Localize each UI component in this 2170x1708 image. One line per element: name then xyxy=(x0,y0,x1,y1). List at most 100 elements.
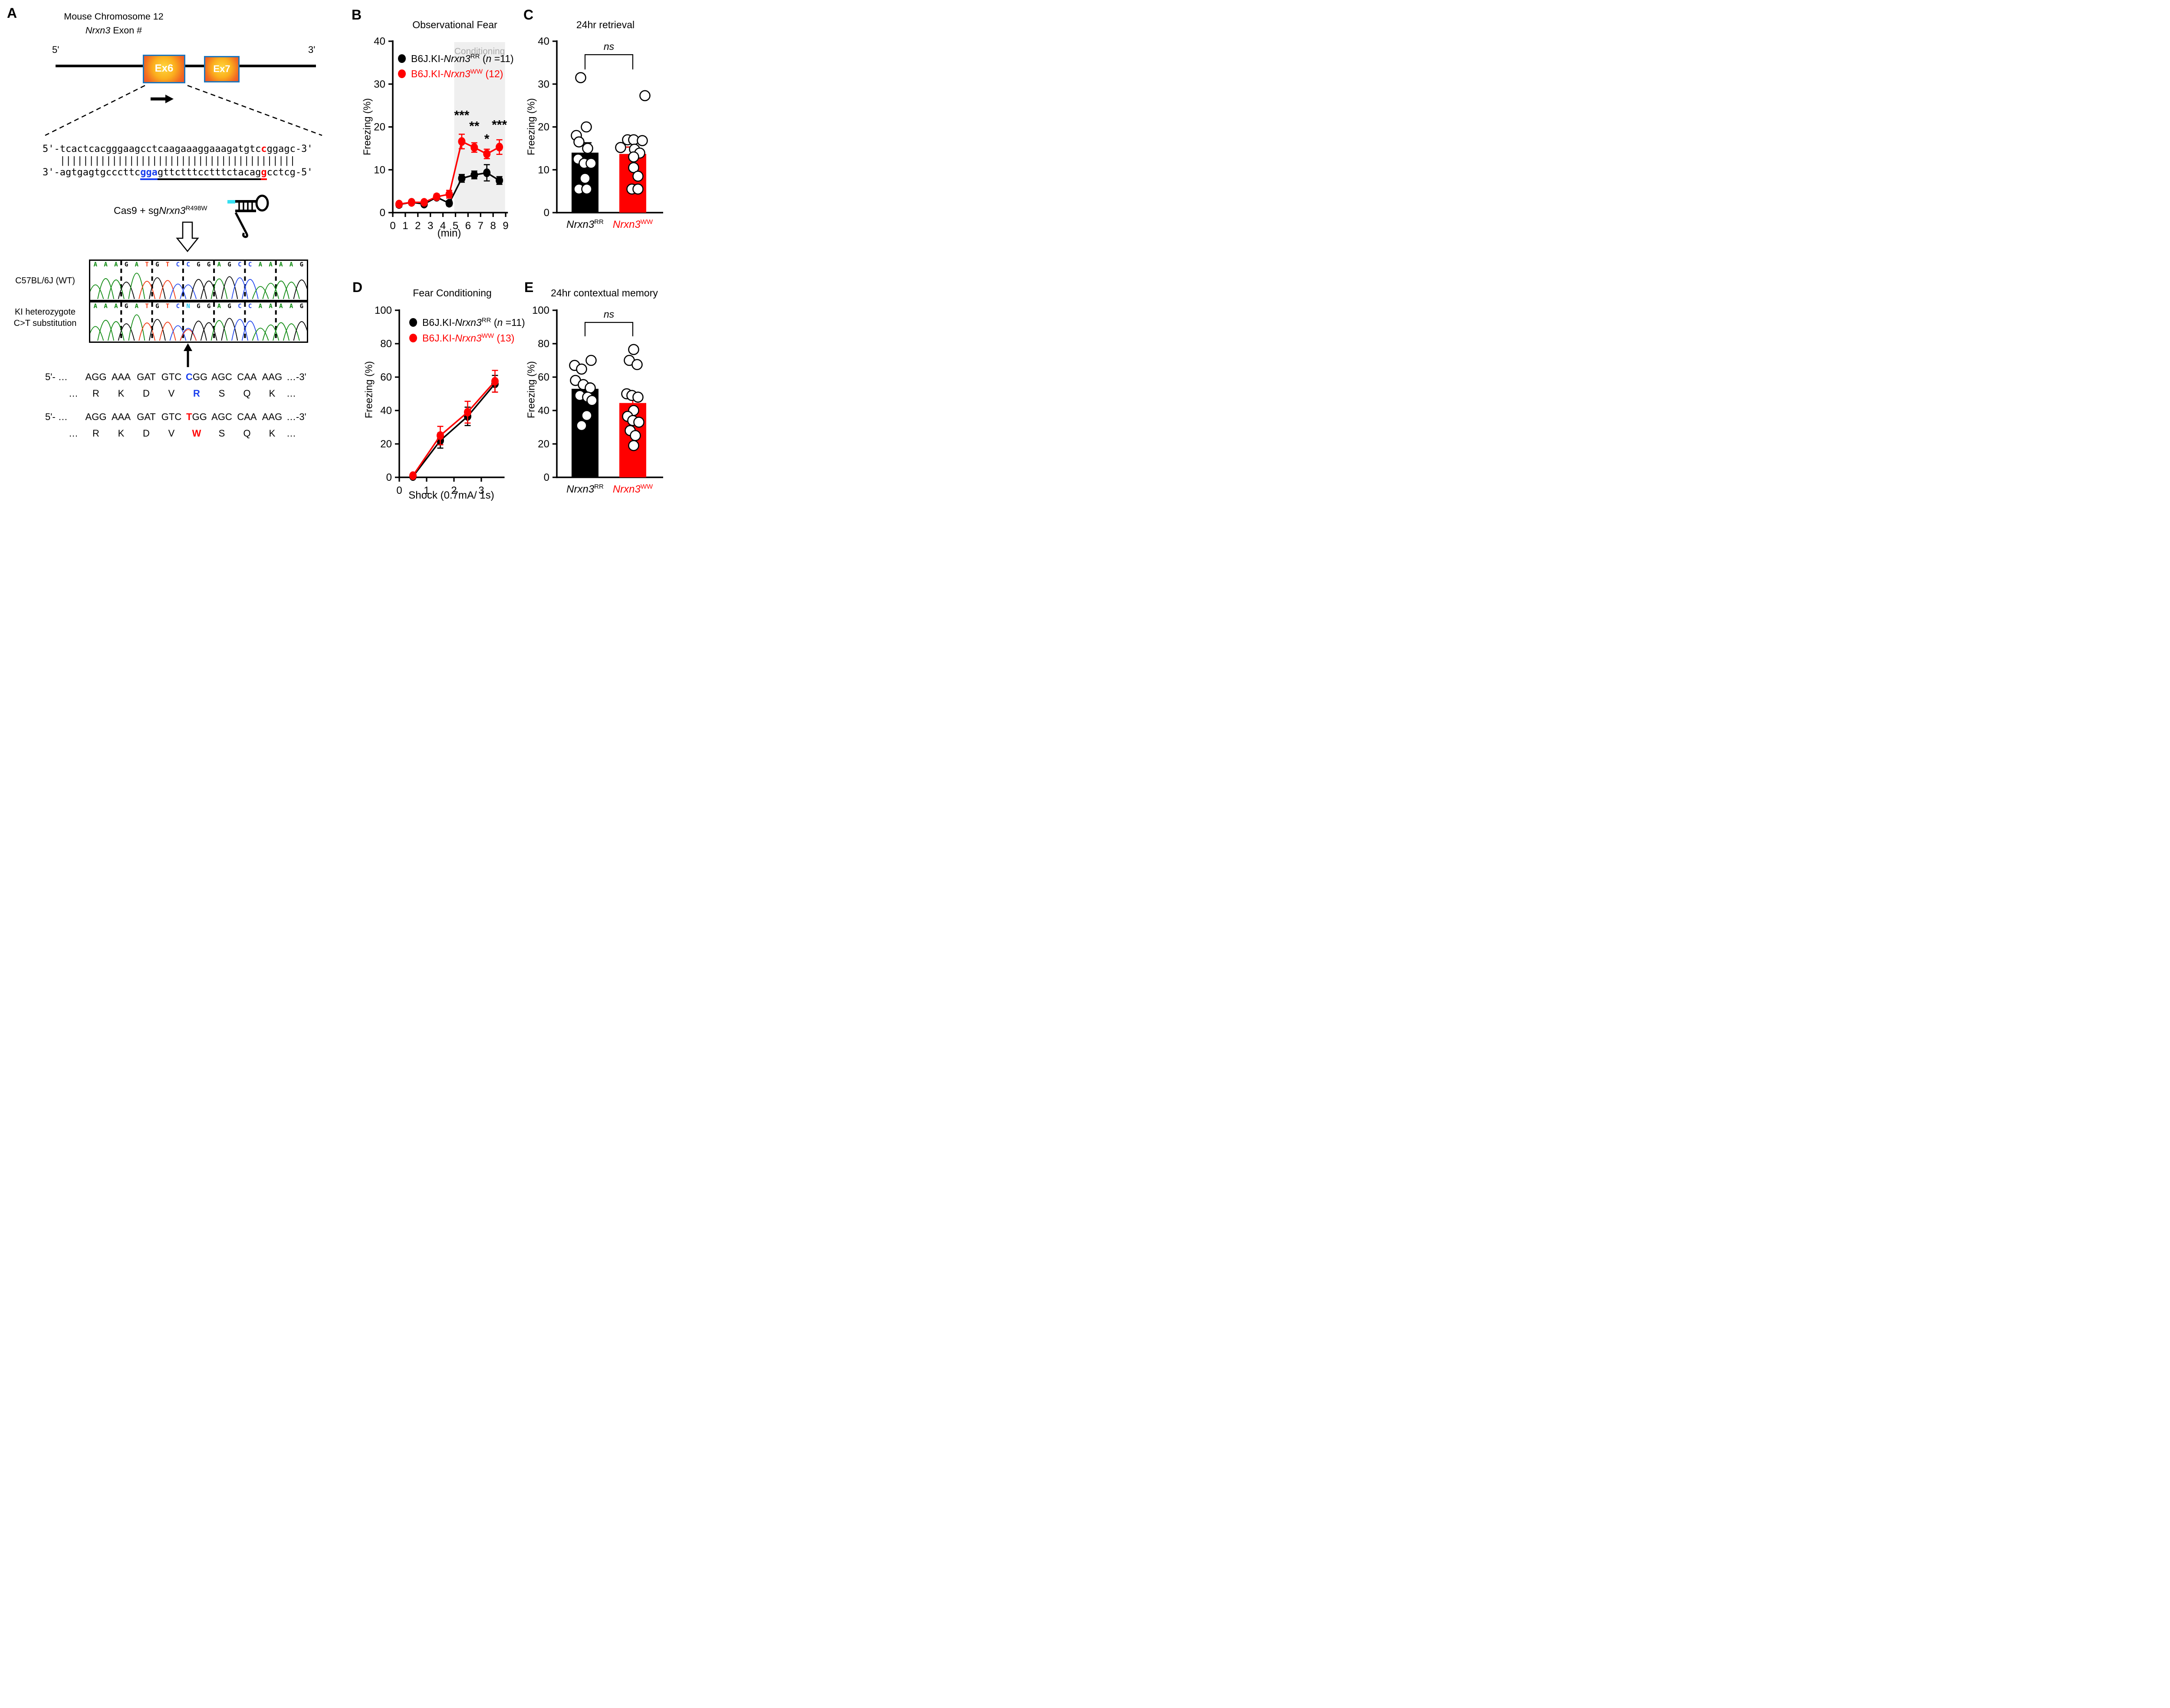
base-G: G xyxy=(299,261,304,268)
title-rest: Exon # xyxy=(110,25,142,36)
base-C: C xyxy=(186,261,190,268)
zoom-dash-left xyxy=(45,85,145,136)
residue-suffix: … xyxy=(286,428,296,439)
panel-b-xlabel: (min) xyxy=(437,227,461,239)
svg-text:100: 100 xyxy=(532,305,549,316)
residue: R xyxy=(92,428,99,439)
svg-text:2: 2 xyxy=(451,485,457,496)
base-A: A xyxy=(93,261,98,268)
wt-label: C57BL/6J (WT) xyxy=(15,276,75,286)
codon: CGG xyxy=(185,371,208,382)
base-C: C xyxy=(248,303,252,310)
sgrna-cyan-tip xyxy=(227,200,235,204)
residue-row: … R K D V W S Q K… xyxy=(45,428,315,439)
svg-text:4: 4 xyxy=(440,220,446,232)
panel-d-label: D xyxy=(352,279,363,295)
base-A: A xyxy=(258,303,263,310)
codon: GTC xyxy=(161,411,182,422)
svg-text:40: 40 xyxy=(380,405,392,417)
ki-label: KI heterozygote C>T substitution xyxy=(13,307,77,328)
basepair-lines: ||||||||||||||||||||||||||||||||||||||||… xyxy=(43,155,296,166)
base-A: A xyxy=(279,261,283,268)
base-A: A xyxy=(269,261,273,268)
svg-text:0: 0 xyxy=(544,472,549,483)
panel-e-title: 24hr contextual memory xyxy=(551,287,658,299)
mutated-residue: W xyxy=(192,428,201,439)
svg-text:40: 40 xyxy=(374,36,385,47)
sgrna-icon xyxy=(227,194,269,238)
residue: K xyxy=(269,428,276,439)
panel-a-title-line2: Nrxn3 Exon # xyxy=(49,25,179,36)
base-A: A xyxy=(104,261,108,268)
base-A: A xyxy=(279,303,283,310)
svg-text:0: 0 xyxy=(544,207,549,219)
base-T: T xyxy=(165,303,170,310)
base-G: G xyxy=(124,303,128,310)
svg-text:0: 0 xyxy=(386,472,392,483)
mutated-base-bottom: g xyxy=(261,167,267,180)
panel-b-label: B xyxy=(352,7,362,23)
codon: GAT xyxy=(137,371,156,382)
legend-fear_conditioning-RR: B6J.KI-Nrxn3RR (n =11) xyxy=(409,317,525,328)
residue-suffix: … xyxy=(286,388,296,399)
pam-site: gga xyxy=(140,167,158,180)
svg-text:40: 40 xyxy=(538,36,549,47)
category-label-WW: Nrxn3WW xyxy=(612,218,653,230)
legend-dot xyxy=(398,69,406,78)
svg-text:6: 6 xyxy=(465,220,471,232)
base-G: G xyxy=(227,261,231,268)
legend-observational_fear-WW: B6J.KI-Nrxn3WW (12) xyxy=(398,68,503,80)
residue-prefix: … xyxy=(69,428,78,439)
category-label-WW: Nrxn3WW xyxy=(612,483,653,495)
svg-text:8: 8 xyxy=(490,220,496,232)
base-G: G xyxy=(207,303,211,310)
svg-text:*: * xyxy=(484,132,490,146)
mutated-nucleotide: T xyxy=(186,411,192,422)
panel-a-label: A xyxy=(7,5,17,21)
base-C: C xyxy=(238,261,242,268)
svg-text:1: 1 xyxy=(424,485,429,496)
base-A: A xyxy=(269,303,273,310)
residue: S xyxy=(218,388,225,399)
panel-d-title: Fear Conditioning xyxy=(413,287,492,299)
residue: Q xyxy=(243,388,251,399)
base-G: G xyxy=(197,261,201,268)
legend-text: B6J.KI-Nrxn3WW (13) xyxy=(422,332,515,344)
base-A: A xyxy=(135,303,139,310)
ns-label: ns xyxy=(603,309,615,320)
top-strand: 5'-tcactcacgggaagcctcaagaaaggaaagatgtccg… xyxy=(43,144,313,154)
gene-name: Nrxn3 xyxy=(85,25,111,36)
legend-dot xyxy=(398,54,406,63)
base-A: A xyxy=(114,261,118,268)
down-arrow-icon xyxy=(176,221,199,253)
base-A: A xyxy=(289,261,293,268)
base-A: A xyxy=(104,303,108,310)
svg-text:20: 20 xyxy=(538,122,549,133)
base-G: G xyxy=(227,303,231,310)
svg-text:7: 7 xyxy=(478,220,483,232)
codon-prefix: 5'- … xyxy=(45,371,68,382)
base-A: A xyxy=(258,261,263,268)
five-prime-label: 5' xyxy=(52,44,59,55)
residue: D xyxy=(143,388,150,399)
category-label-RR: Nrxn3RR xyxy=(566,218,604,230)
panel-b-title: Observational Fear xyxy=(412,19,497,30)
codon: AAG xyxy=(262,411,283,422)
codon: GTC xyxy=(161,371,182,382)
codon: GAT xyxy=(137,411,156,422)
base-G: G xyxy=(197,303,201,310)
zoom-dash-right xyxy=(187,85,322,136)
panel-c-title: 24hr retrieval xyxy=(576,19,635,30)
svg-text:2: 2 xyxy=(415,220,421,232)
bottom-strand: 3'-agtgagtgcccttcggagttctttcctttctacaggc… xyxy=(43,167,313,180)
residue: V xyxy=(168,388,175,399)
three-prime-label: 3' xyxy=(308,44,316,55)
base-T: T xyxy=(145,261,149,268)
base-A: A xyxy=(217,261,221,268)
codon: AGC xyxy=(211,371,232,382)
codon-prefix: 5'- … xyxy=(45,411,68,422)
base-A: A xyxy=(217,303,221,310)
